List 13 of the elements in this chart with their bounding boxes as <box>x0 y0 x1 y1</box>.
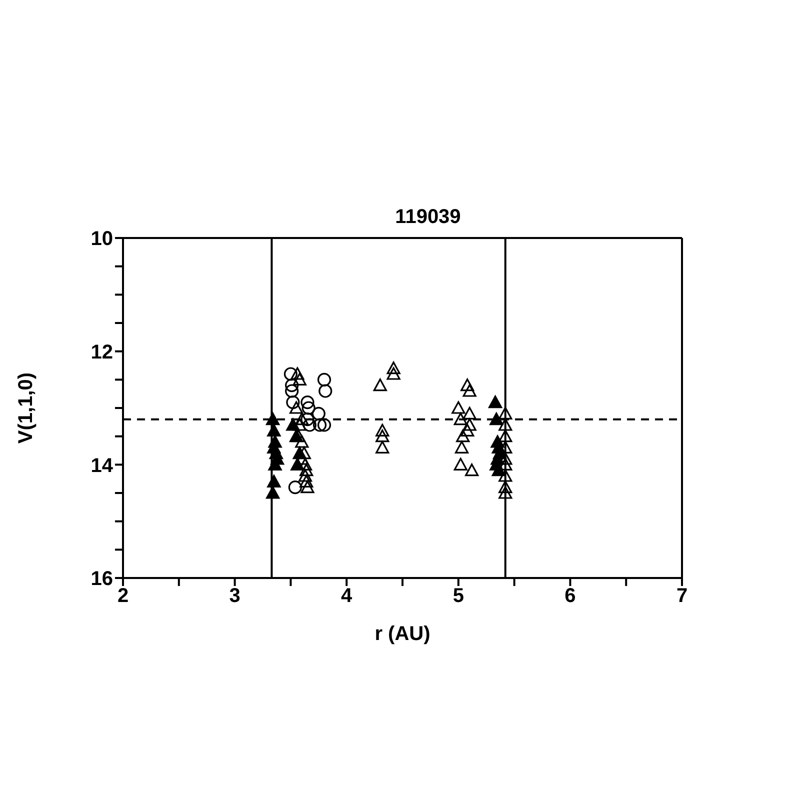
y-tick-label: 10 <box>90 228 113 250</box>
x-tick-label: 4 <box>341 585 354 608</box>
x-tick-label: 7 <box>676 585 688 608</box>
y-axis-title: V(1,1,0) <box>15 372 38 444</box>
x-tick-label: 2 <box>117 585 129 608</box>
x-axis-title: r (AU) <box>374 623 430 645</box>
y-tick-label: 14 <box>90 454 114 477</box>
x-tick-label: 6 <box>564 585 576 608</box>
y-tick-label: 12 <box>90 341 113 364</box>
y-tick-label: 16 <box>90 568 113 590</box>
x-tick-label: 5 <box>452 585 464 608</box>
x-tick-label: 3 <box>229 585 240 608</box>
chart-title: 119039 <box>394 206 462 229</box>
